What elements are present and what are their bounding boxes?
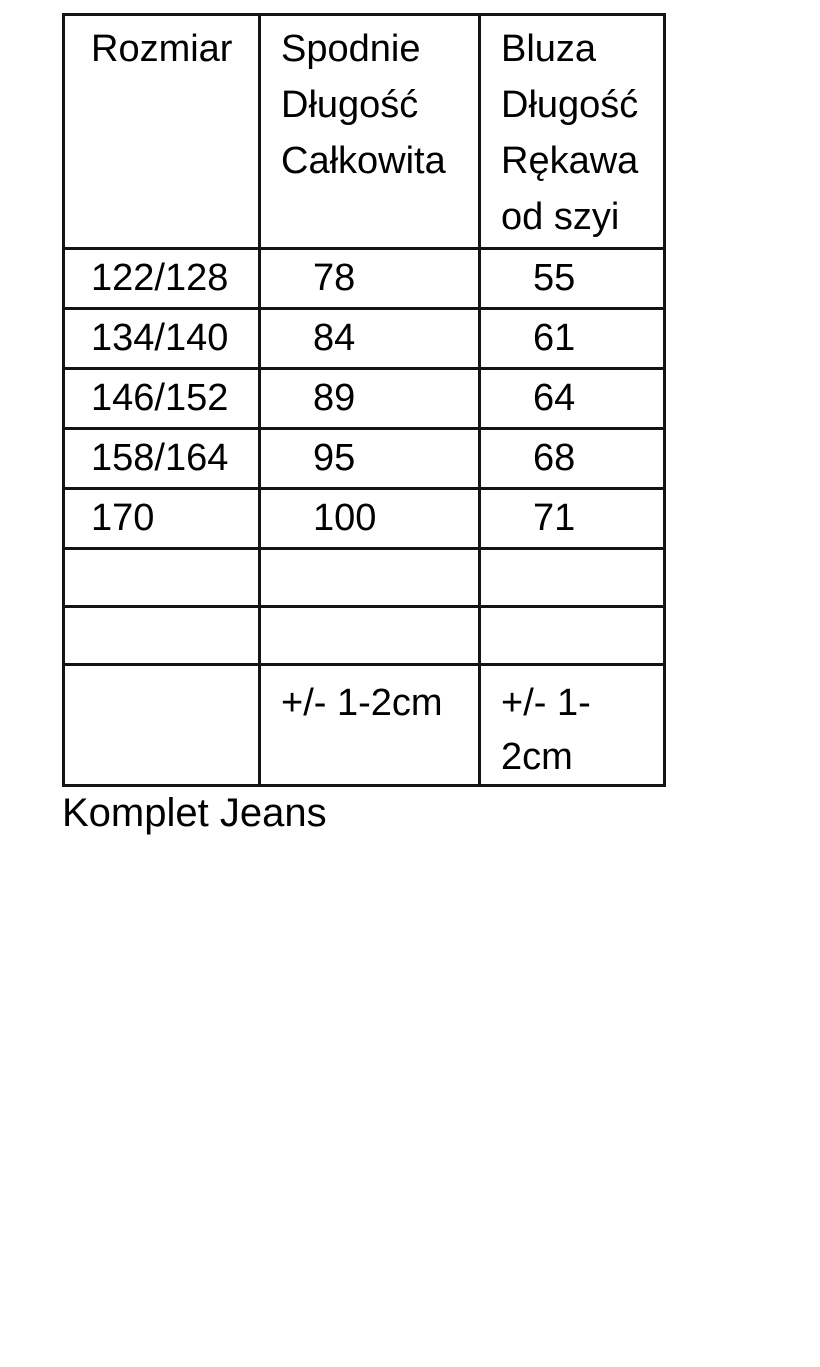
size-cell: 134/140 (62, 307, 261, 370)
table-row-122-128: 122/128 78 55 (62, 247, 666, 310)
sleeve-length-cell: 64 (478, 367, 666, 430)
column-header-bluza-dlugosc-rekawa: Bluza Długość Rękawa od szyi (478, 13, 666, 250)
sleeve-length-cell: 61 (478, 307, 666, 370)
sleeve-length-cell: 68 (478, 427, 666, 490)
size-cell: 170 (62, 487, 261, 550)
size-cell: 146/152 (62, 367, 261, 430)
sleeve-length-cell: 55 (478, 247, 666, 310)
pants-tolerance-cell: +/- 1-2cm (258, 663, 481, 787)
table-empty-row (62, 605, 666, 666)
sleeve-tolerance-cell: +/- 1- 2cm (478, 663, 666, 787)
empty-cell (258, 547, 481, 608)
table-row-146-152: 146/152 89 64 (62, 367, 666, 430)
table-header-row: Rozmiar Spodnie Długość Całkowita Bluza … (62, 13, 666, 250)
column-header-rozmiar: Rozmiar (62, 13, 261, 250)
empty-cell (62, 605, 261, 666)
table-row-170: 170 100 71 (62, 487, 666, 550)
pants-length-cell: 95 (258, 427, 481, 490)
pants-length-cell: 84 (258, 307, 481, 370)
column-header-spodnie-dlugosc-calkowita: Spodnie Długość Całkowita (258, 13, 481, 250)
empty-cell (62, 547, 261, 608)
empty-cell (258, 605, 481, 666)
empty-cell (62, 663, 261, 787)
size-chart-table: Rozmiar Spodnie Długość Całkowita Bluza … (62, 13, 666, 787)
table-empty-row (62, 547, 666, 608)
empty-cell (478, 547, 666, 608)
pants-length-cell: 78 (258, 247, 481, 310)
size-cell: 122/128 (62, 247, 261, 310)
sleeve-length-cell: 71 (478, 487, 666, 550)
empty-cell (478, 605, 666, 666)
table-row-158-164: 158/164 95 68 (62, 427, 666, 490)
size-cell: 158/164 (62, 427, 261, 490)
pants-length-cell: 89 (258, 367, 481, 430)
product-caption: Komplet Jeans (62, 791, 327, 835)
table-tolerance-row: +/- 1-2cm +/- 1- 2cm (62, 663, 666, 787)
pants-length-cell: 100 (258, 487, 481, 550)
table-row-134-140: 134/140 84 61 (62, 307, 666, 370)
